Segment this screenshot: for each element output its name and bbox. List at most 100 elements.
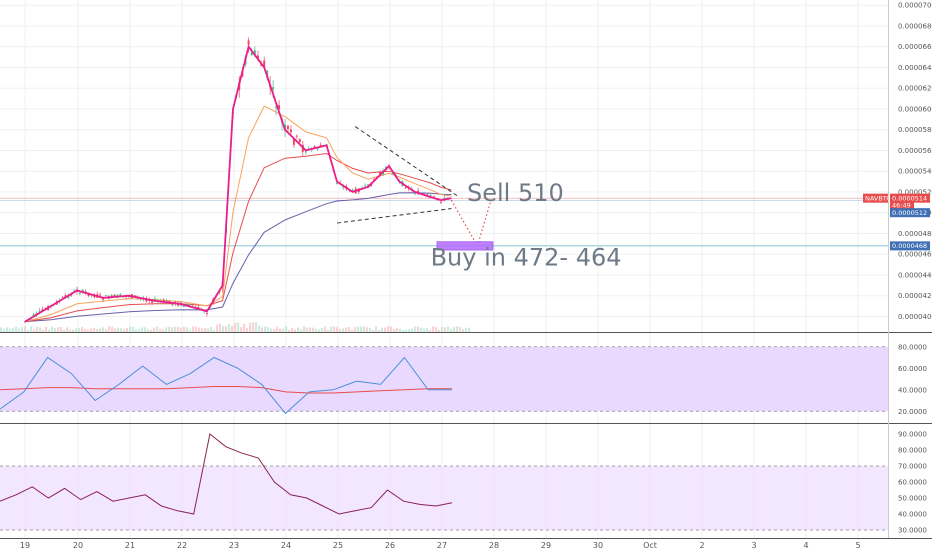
volume-bar bbox=[441, 326, 444, 332]
volume-bar bbox=[87, 329, 90, 332]
lower-tick-label: 30.0000 bbox=[898, 527, 927, 535]
x-tick-label: 26 bbox=[385, 541, 395, 550]
volume-bar bbox=[6, 327, 9, 332]
candle-body bbox=[151, 300, 154, 303]
volume-bar bbox=[348, 326, 351, 332]
x-axis: 19 20 21 22 23 24 25 26 27 28 29 30 Oct 2 3 4 5 bbox=[20, 541, 861, 550]
volume-bar bbox=[225, 326, 228, 332]
volume-bar bbox=[294, 329, 297, 332]
volume-bar bbox=[102, 327, 105, 332]
secondary-price-tag-bg bbox=[890, 208, 930, 218]
volume-bar bbox=[171, 327, 174, 332]
candle-body bbox=[304, 151, 307, 153]
x-tick-label: 29 bbox=[541, 541, 551, 550]
candle-body bbox=[128, 296, 130, 298]
countdown-tag-bg bbox=[890, 200, 914, 210]
x-tick-label: 20 bbox=[73, 541, 83, 550]
volume-bar bbox=[165, 327, 168, 332]
candle-body bbox=[286, 125, 289, 130]
volume-bar bbox=[231, 325, 234, 332]
volume-bar bbox=[447, 326, 450, 332]
volume-bar bbox=[246, 328, 249, 332]
volume-bar bbox=[285, 326, 288, 332]
volume-bar bbox=[300, 329, 303, 332]
volume-bar bbox=[399, 328, 402, 332]
volume-bar bbox=[99, 328, 102, 332]
candle-body bbox=[194, 306, 197, 308]
candle-body bbox=[336, 183, 338, 184]
countdown-tag: 46:49 bbox=[892, 202, 911, 210]
volume-bar bbox=[465, 327, 468, 332]
volume-bar bbox=[114, 328, 117, 332]
volume-bar bbox=[351, 329, 354, 332]
volume-bar bbox=[267, 327, 270, 332]
buy-zone-box bbox=[436, 241, 494, 251]
price-panel bbox=[0, 37, 888, 332]
x-tick-label: 30 bbox=[593, 541, 603, 550]
rsi-ma-line bbox=[0, 386, 452, 394]
volume-bar bbox=[435, 326, 438, 332]
candle-body bbox=[133, 295, 136, 297]
secondary-price-tag: 0.0000512 bbox=[892, 209, 927, 217]
volume-bar bbox=[306, 327, 309, 332]
lower-indicator-line bbox=[0, 433, 453, 515]
x-tick-label: 23 bbox=[229, 541, 239, 550]
candle-body bbox=[272, 87, 275, 90]
volume-bar bbox=[123, 329, 126, 332]
volume-bar bbox=[417, 326, 420, 332]
volume-bar bbox=[375, 326, 378, 332]
volume-bar bbox=[303, 326, 306, 332]
x-tick-label: 25 bbox=[333, 541, 343, 550]
ema-mid-line bbox=[24, 152, 452, 323]
volume-bar bbox=[42, 329, 45, 332]
volume-bar bbox=[96, 329, 99, 332]
volume-bar bbox=[186, 327, 189, 332]
y-tick-label: 0.0000400 bbox=[898, 313, 932, 321]
rsi-tick-label: 80.0000 bbox=[898, 343, 927, 351]
candle-body bbox=[61, 297, 64, 299]
volume-bar bbox=[57, 327, 60, 332]
x-tick-label: Oct bbox=[643, 541, 657, 550]
volume-bar bbox=[393, 329, 396, 332]
candle-body bbox=[292, 138, 295, 145]
volume-bar bbox=[426, 327, 429, 332]
volume-bar bbox=[180, 327, 183, 332]
volume-bar bbox=[453, 327, 456, 332]
volume-bar bbox=[240, 327, 243, 332]
volume-bar bbox=[135, 329, 138, 332]
volume-bar bbox=[93, 327, 96, 332]
candle-body bbox=[278, 105, 281, 110]
volume-bar bbox=[387, 326, 390, 332]
x-tick-label: 2 bbox=[699, 541, 704, 550]
volume-bar bbox=[195, 326, 198, 332]
candle-body bbox=[154, 298, 156, 301]
lower-tick-label: 70.0000 bbox=[898, 463, 927, 471]
volume-bar bbox=[234, 322, 237, 332]
volume-bar bbox=[372, 329, 375, 332]
volume-bar bbox=[51, 326, 54, 332]
candle-body bbox=[298, 139, 301, 143]
volume-bar bbox=[207, 328, 210, 332]
volume-bar bbox=[36, 326, 39, 332]
volume-bar bbox=[24, 326, 27, 332]
volume-bar bbox=[339, 329, 342, 332]
volume-bar bbox=[90, 328, 93, 332]
volume-bar bbox=[15, 326, 18, 332]
volume-bar bbox=[27, 329, 30, 332]
volume-bar bbox=[162, 329, 165, 332]
volume-bar bbox=[258, 325, 261, 332]
volume-bar bbox=[48, 329, 51, 332]
volume-bar bbox=[273, 329, 276, 332]
volume-bar bbox=[3, 329, 6, 332]
volume-bar bbox=[63, 329, 66, 332]
candle-body bbox=[171, 303, 174, 306]
volume-bar bbox=[105, 329, 108, 332]
volume-bar bbox=[378, 329, 381, 332]
volume-bar bbox=[288, 329, 291, 332]
